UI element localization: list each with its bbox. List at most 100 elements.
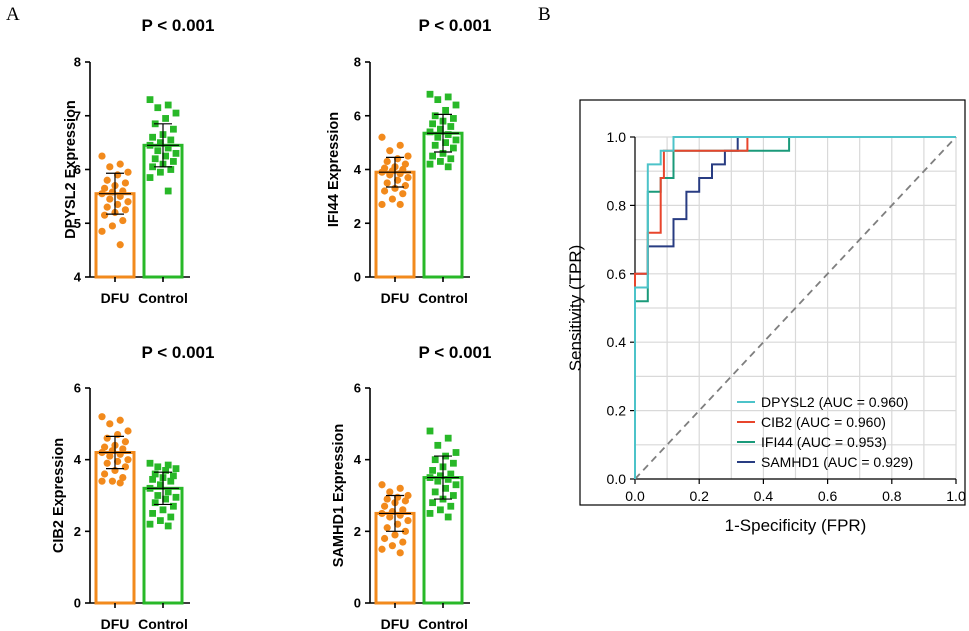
data-point <box>121 438 129 446</box>
data-point <box>439 149 447 157</box>
data-point <box>167 166 175 173</box>
data-point <box>164 461 172 469</box>
data-point <box>426 128 434 136</box>
data-point <box>404 491 412 500</box>
data-point <box>444 434 452 442</box>
data-point <box>121 179 129 187</box>
legend-entry: SAMHD1 (AUC = 0.929) <box>761 454 913 470</box>
data-point <box>394 176 402 184</box>
data-point <box>383 157 391 166</box>
y-axis-label: DPYSL2 Expression <box>63 100 79 239</box>
data-point <box>434 441 442 449</box>
x-tick-label: Control <box>138 290 188 306</box>
data-point <box>431 488 439 496</box>
chart-title: P < 0.001 <box>142 16 215 35</box>
data-point <box>151 499 159 507</box>
chart-title: P < 0.001 <box>419 16 492 35</box>
data-point <box>114 457 122 466</box>
roc-curve-1 <box>634 136 956 479</box>
data-point <box>172 465 180 473</box>
data-point <box>164 488 172 496</box>
data-point <box>157 139 164 147</box>
data-point <box>101 443 109 451</box>
y-tick-label: 6 <box>74 162 81 177</box>
data-point <box>124 456 132 464</box>
data-point <box>162 152 169 160</box>
data-point <box>444 93 452 101</box>
data-point <box>162 115 169 122</box>
data-point <box>444 131 452 138</box>
data-point <box>149 133 156 141</box>
data-point <box>431 112 439 120</box>
y-tick-label: 8 <box>74 55 81 70</box>
data-point <box>172 149 180 157</box>
data-point <box>167 513 175 521</box>
data-point <box>381 534 389 543</box>
data-point <box>452 101 460 109</box>
data-point <box>121 206 129 214</box>
data-point <box>437 125 444 133</box>
data-point <box>386 147 394 155</box>
x-axis-label: 1-Specificity (FPR) <box>725 516 867 535</box>
data-point <box>114 200 122 209</box>
data-point <box>391 531 399 539</box>
data-point <box>149 475 156 483</box>
data-point <box>442 484 449 492</box>
chart-title: P < 0.001 <box>419 343 492 362</box>
x-tick-label: DFU <box>101 616 130 631</box>
roc-curve-0 <box>634 136 956 479</box>
data-point <box>444 163 452 171</box>
data-point <box>401 160 409 168</box>
data-point <box>151 155 159 163</box>
data-point <box>164 144 172 152</box>
data-point <box>157 517 164 524</box>
cib2-bar-chart: P < 0.001 CIB2 Expression 0 2 4 6 DFU Control <box>51 343 214 631</box>
y-tick-label: 0 <box>74 596 81 611</box>
x-tick-label: DFU <box>381 290 410 306</box>
data-point <box>437 506 444 514</box>
data-point <box>450 144 457 152</box>
y-tick-label: 5 <box>74 216 81 231</box>
data-point <box>154 492 162 499</box>
data-point <box>116 450 124 458</box>
data-point <box>170 502 177 510</box>
data-point <box>170 472 177 480</box>
data-point <box>399 506 407 514</box>
data-point <box>447 502 455 510</box>
data-point <box>426 90 434 98</box>
data-point <box>378 545 386 553</box>
data-point <box>429 467 436 474</box>
y-tick-label: 2 <box>354 216 361 231</box>
ifi44-bar-chart: P < 0.001 IFI44 Expression 0 2 4 6 8 DFU Control <box>326 16 491 306</box>
legend-entry: DPYSL2 (AUC = 0.960) <box>761 394 908 410</box>
data-point <box>444 475 452 483</box>
data-point <box>103 459 111 467</box>
data-point <box>437 472 444 480</box>
data-point <box>103 203 111 211</box>
data-point <box>378 200 386 209</box>
data-point <box>401 527 409 535</box>
chart-title: P < 0.001 <box>142 343 215 362</box>
data-point <box>396 141 404 149</box>
y-tick-label: 4 <box>74 270 82 285</box>
x-tick-label: 0.6 <box>818 488 838 504</box>
data-point <box>447 123 455 130</box>
data-point <box>154 104 162 112</box>
data-point <box>394 520 402 528</box>
data-point <box>383 524 391 532</box>
data-point <box>450 459 457 467</box>
data-point <box>159 506 167 514</box>
y-tick-label: 4 <box>354 452 362 467</box>
data-point <box>119 187 127 195</box>
data-point <box>167 136 175 144</box>
data-point <box>116 241 124 249</box>
data-point <box>98 227 106 235</box>
data-point <box>429 499 436 507</box>
data-point <box>101 211 109 219</box>
x-tick-label: 0.4 <box>754 488 774 504</box>
data-point <box>108 477 116 485</box>
dpysl2-bar-chart: P < 0.001 DPYSL2 Expression 4 5 6 7 8 DFU Contro… <box>63 16 214 306</box>
data-point <box>151 470 159 478</box>
data-point <box>146 174 154 181</box>
data-point <box>170 158 177 165</box>
